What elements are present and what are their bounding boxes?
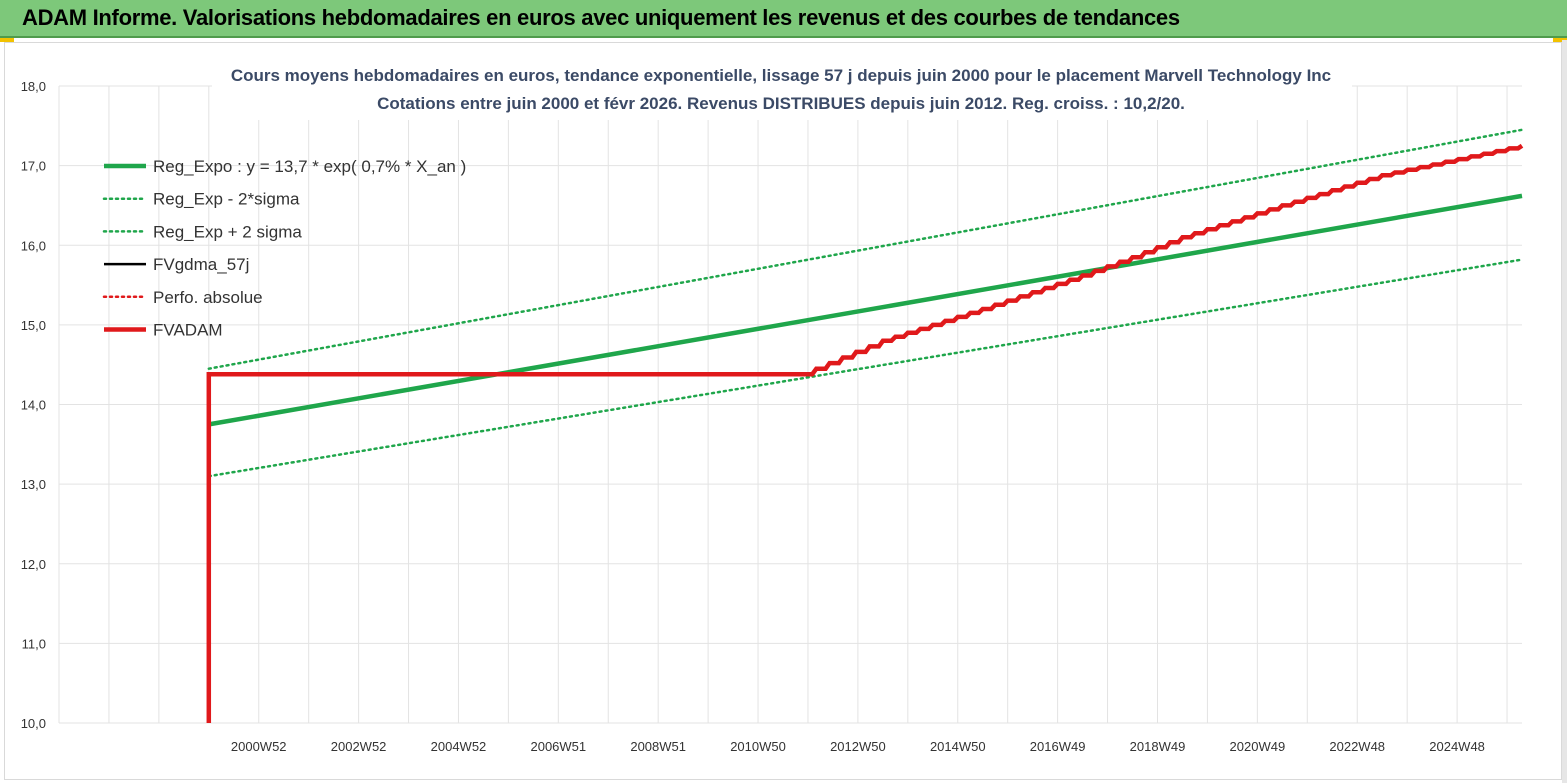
- x-tick-label: 2002W52: [331, 739, 387, 754]
- series-line-reg_expo: [208, 193, 1523, 427]
- x-tick-label: 2000W52: [231, 739, 287, 754]
- x-tick-label: 2008W51: [630, 739, 686, 754]
- report-banner: ADAM Informe. Valorisations hebdomadaire…: [0, 0, 1567, 38]
- legend-label: Reg_Exp + 2 sigma: [153, 222, 302, 241]
- x-tick-label: 2014W50: [930, 739, 986, 754]
- window-edge: [1562, 40, 1567, 783]
- x-tick-label: 2006W51: [530, 739, 586, 754]
- x-axis-ticks: 2000W52 2002W52 2004W52 2006W51 2008W51 2010W…: [231, 739, 1485, 754]
- series-line-fvadam: [206, 143, 1524, 723]
- y-tick-label: 18,0: [21, 79, 46, 94]
- legend-label: Reg_Expo : y = 13,7 * exp( 0,7% * X_an ): [153, 157, 466, 176]
- y-gridlines: [59, 85, 1522, 724]
- y-tick-label: 16,0: [21, 238, 46, 253]
- legend-label: Perfo. absolue: [153, 288, 263, 307]
- chart-title-backdrop: [212, 60, 1352, 120]
- y-tick-label: 12,0: [21, 557, 46, 572]
- chart-title: Cours moyens hebdomadaires en euros, ten…: [231, 66, 1331, 85]
- banner-corner-right: [1553, 38, 1567, 42]
- x-tick-label: 2004W52: [431, 739, 487, 754]
- series-line-reg_exp: [207, 258, 1524, 478]
- y-axis-ticks: 10,0 11,0 12,0 13,0 14,0 15,0 16,0 17,0 18,0: [21, 79, 46, 731]
- y-tick-label: 14,0: [21, 398, 46, 413]
- legend-label: Reg_Exp - 2*sigma: [153, 190, 300, 209]
- y-tick-label: 10,0: [21, 716, 46, 731]
- y-tick-label: 15,0: [21, 318, 46, 333]
- x-tick-label: 2020W49: [1230, 739, 1286, 754]
- series-line-reg_exp: [207, 128, 1524, 370]
- legend-label: FVADAM: [153, 321, 223, 340]
- y-tick-label: 17,0: [21, 159, 46, 174]
- x-tick-label: 2024W48: [1429, 739, 1485, 754]
- banner-corner-left: [0, 38, 14, 42]
- y-tick-label: 11,0: [22, 636, 46, 651]
- legend-label: FVgdma_57j: [153, 255, 249, 274]
- x-tick-label: 2022W48: [1329, 739, 1385, 754]
- x-tick-label: 2010W50: [730, 739, 786, 754]
- chart-subtitle: Cotations entre juin 2000 et févr 2026. …: [377, 94, 1185, 113]
- chart-frame: [4, 42, 1562, 780]
- x-tick-label: 2012W50: [830, 739, 886, 754]
- x-tick-label: 2018W49: [1130, 739, 1186, 754]
- chart-series: [206, 128, 1524, 723]
- report-title: ADAM Informe. Valorisations hebdomadaire…: [22, 5, 1180, 30]
- x-tick-label: 2016W49: [1030, 739, 1086, 754]
- y-tick-label: 13,0: [21, 477, 46, 492]
- chart-legend: Reg_Expo : y = 13,7 * exp( 0,7% * X_an )…: [102, 157, 466, 340]
